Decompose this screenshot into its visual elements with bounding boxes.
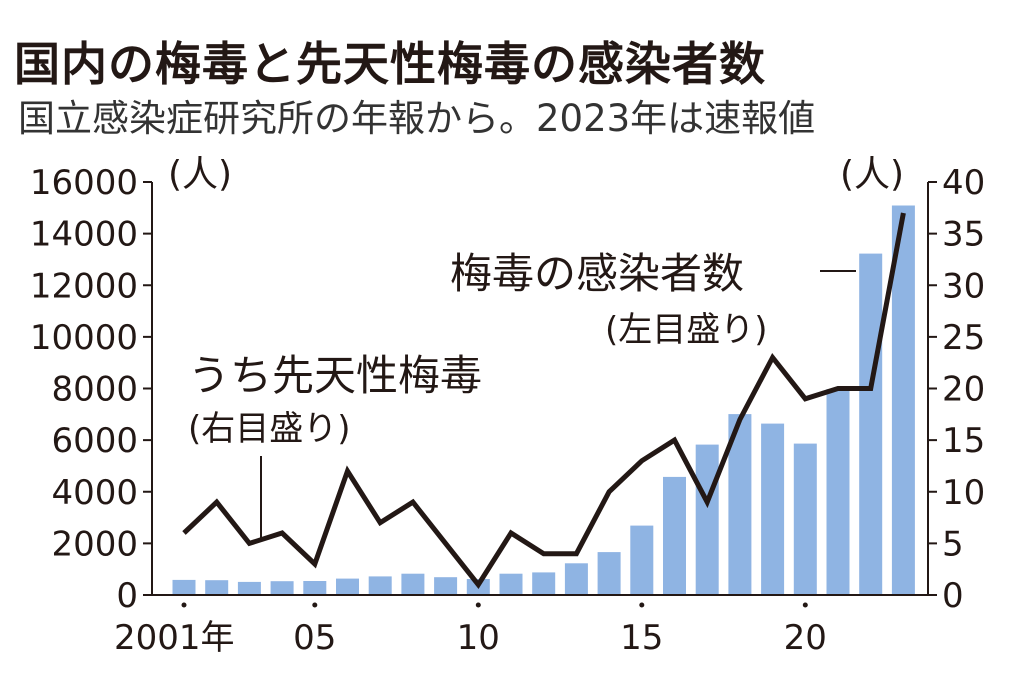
x-tick-label: 2001年 — [114, 618, 235, 658]
bar-series-axis-note: (左目盛り) — [605, 310, 768, 350]
line-series-label: うち先天性梅毒 — [188, 351, 482, 400]
bar-2019 — [761, 423, 785, 595]
x-tick-mark — [639, 602, 645, 608]
bar-2017 — [695, 444, 719, 595]
chart-subtitle: 国立感染症研究所の年報から。2023年は速報値 — [18, 97, 816, 140]
left-axis-unit: (人) — [168, 154, 232, 195]
left-tick-label: 12000 — [30, 266, 138, 306]
left-tick-label: 0 — [116, 576, 138, 616]
left-tick-label: 4000 — [51, 473, 138, 513]
chart-title: 国内の梅毒と先天性梅毒の感染者数 — [14, 37, 766, 91]
left-tick-label: 16000 — [30, 163, 138, 203]
left-tick-label: 2000 — [51, 524, 138, 564]
bar-2023 — [891, 205, 915, 595]
bar-2008 — [401, 573, 425, 595]
bar-2005 — [303, 581, 327, 595]
x-tick-label: 15 — [620, 618, 663, 658]
right-tick-label: 15 — [942, 421, 985, 461]
x-tick-mark — [312, 602, 318, 608]
right-tick-label: 0 — [942, 576, 964, 616]
line-series-axis-note: (右目盛り) — [188, 409, 351, 449]
bar-2002 — [205, 580, 229, 595]
left-tick-label: 8000 — [51, 370, 138, 410]
left-axis-ticks: 0 2000 4000 6000 8000 10000 12000 14000 16000 — [30, 163, 152, 616]
left-tick-label: 10000 — [30, 318, 138, 358]
bar-2006 — [336, 578, 359, 595]
bar-2020 — [793, 443, 817, 595]
x-tick-mark — [475, 602, 481, 608]
bar-2018 — [728, 414, 752, 595]
right-tick-label: 30 — [942, 266, 985, 306]
bar-2014 — [597, 552, 621, 595]
bar-2003 — [237, 581, 261, 595]
bar-2016 — [663, 476, 686, 595]
right-tick-label: 25 — [942, 318, 985, 358]
right-tick-label: 40 — [942, 163, 985, 203]
right-axis-unit: (人) — [840, 154, 904, 195]
bar-2001 — [172, 579, 196, 595]
x-tick-mark — [181, 602, 187, 608]
left-tick-label: 14000 — [30, 215, 138, 255]
bar-2012 — [532, 572, 556, 595]
x-tick-label: 20 — [784, 618, 827, 658]
right-tick-label: 35 — [942, 215, 985, 255]
x-axis-ticks: 2001年 05 10 15 20 — [114, 602, 827, 658]
bar-2009 — [434, 577, 458, 595]
x-tick-label: 05 — [293, 618, 336, 658]
right-tick-label: 5 — [942, 524, 964, 564]
bar-2011 — [499, 573, 523, 595]
bar-2007 — [368, 576, 392, 595]
bar-2015 — [630, 525, 654, 595]
bar-2022 — [859, 253, 883, 595]
x-tick-label: 10 — [457, 618, 500, 658]
right-axis-ticks: 0 5 10 15 20 25 30 35 40 — [928, 163, 985, 616]
bar-2021 — [826, 389, 850, 595]
x-tick-mark — [802, 602, 808, 608]
left-tick-label: 6000 — [51, 421, 138, 461]
line-series — [182, 212, 906, 590]
bar-series-label: 梅毒の感染者数 — [450, 249, 744, 298]
right-tick-label: 20 — [942, 370, 985, 410]
right-tick-label: 10 — [942, 473, 985, 513]
bar-2004 — [270, 581, 294, 595]
bar-2013 — [564, 563, 588, 595]
